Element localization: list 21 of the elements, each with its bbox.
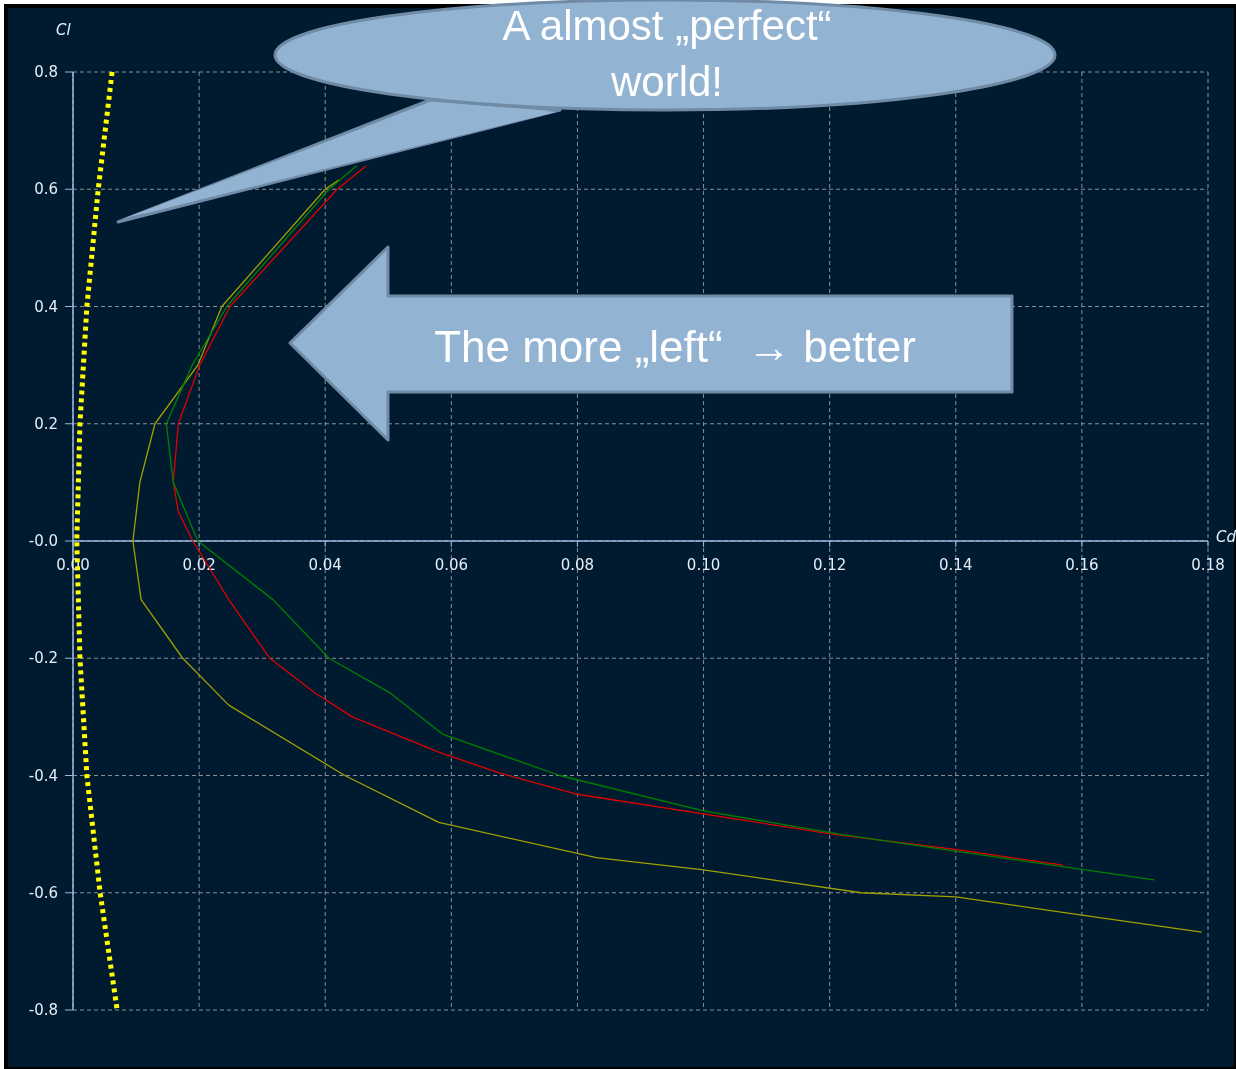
x-tick-label: 0.08 [560, 556, 595, 574]
x-tick-label: 0.06 [434, 556, 469, 574]
y-tick-label: 0.4 [34, 297, 58, 316]
x-tick-label: 0.04 [308, 556, 342, 574]
y-axis-title: Cl [56, 21, 72, 39]
annotation: The more „left“ → better [434, 322, 916, 371]
y-tick-label: 0.2 [34, 414, 58, 433]
x-tick-label: 0.14 [939, 556, 973, 574]
y-tick-label: 0.8 [34, 63, 58, 81]
y-tick-label: 0.6 [34, 180, 58, 199]
y-tick-label: -0.8 [28, 1001, 58, 1019]
x-tick-label: 0.10 [686, 556, 721, 574]
y-tick-label: -0.4 [28, 766, 58, 785]
x-tick-label: 0.12 [812, 556, 847, 574]
y-tick-label: -0.2 [28, 649, 58, 668]
x-tick-label: 0.18 [1191, 556, 1225, 574]
x-tick-label: 0.16 [1065, 556, 1099, 574]
x-axis-title: Cd [1216, 528, 1236, 546]
y-tick-label: -0.6 [28, 883, 58, 902]
annotation: A almost „perfect“ world! [502, 2, 832, 105]
y-tick-label: -0.0 [28, 532, 58, 550]
